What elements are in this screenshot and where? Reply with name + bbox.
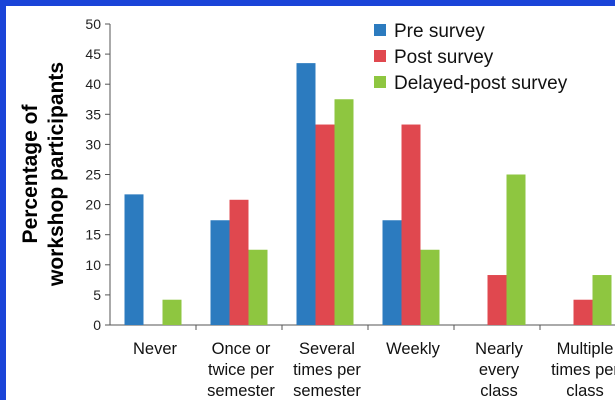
bar-post-survey	[401, 124, 421, 325]
bar-pre-survey	[124, 194, 144, 325]
x-category-label: class	[566, 382, 604, 400]
x-category-label: Multiple	[557, 340, 614, 358]
x-category-label: Several	[299, 340, 355, 358]
x-category-label: semester	[293, 382, 361, 400]
y-tick-label: 15	[85, 227, 101, 243]
legend-swatch	[374, 76, 386, 88]
bar-delayed-post-survey	[248, 249, 268, 325]
x-category-label: Once or	[212, 340, 271, 358]
legend-swatch	[374, 50, 386, 62]
bar-pre-survey	[210, 220, 230, 325]
y-tick-label: 40	[85, 76, 101, 92]
y-tick-label: 50	[85, 16, 101, 32]
bar-delayed-post-survey	[334, 99, 354, 325]
x-category-label: Never	[133, 340, 178, 358]
bar-pre-survey	[296, 63, 316, 325]
y-tick-label: 25	[85, 167, 101, 183]
bar-post-survey	[315, 124, 335, 325]
y-tick-label: 20	[85, 197, 101, 213]
bar-post-survey	[229, 199, 249, 325]
legend-swatch	[374, 24, 386, 36]
x-category-label: Weekly	[386, 340, 441, 358]
bar-post-survey	[573, 299, 593, 325]
legend-label: Post survey	[394, 47, 494, 68]
bar-delayed-post-survey	[506, 174, 526, 325]
x-category-label: times per	[293, 361, 361, 379]
x-category-label: every	[479, 361, 520, 379]
x-category-label: class	[480, 382, 518, 400]
y-axis-label: Percentage of	[19, 104, 42, 244]
x-category-label: Nearly	[475, 340, 523, 358]
bar-delayed-post-survey	[592, 275, 612, 325]
bar-delayed-post-survey	[162, 299, 182, 325]
bar-post-survey	[487, 275, 507, 325]
y-tick-label: 5	[93, 287, 101, 303]
y-axis-label: workshop participants	[45, 62, 68, 287]
y-tick-label: 45	[85, 46, 101, 62]
x-category-label: twice per	[208, 361, 275, 379]
bar-delayed-post-survey	[420, 249, 440, 325]
y-tick-label: 10	[85, 257, 101, 273]
legend-label: Pre survey	[394, 21, 485, 42]
x-category-label: times per	[551, 361, 615, 379]
y-tick-label: 35	[85, 106, 101, 122]
x-category-label: semester	[207, 382, 275, 400]
bar-pre-survey	[382, 220, 402, 325]
y-tick-label: 0	[93, 317, 101, 333]
legend-label: Delayed-post survey	[394, 73, 568, 94]
y-tick-label: 30	[85, 136, 101, 152]
